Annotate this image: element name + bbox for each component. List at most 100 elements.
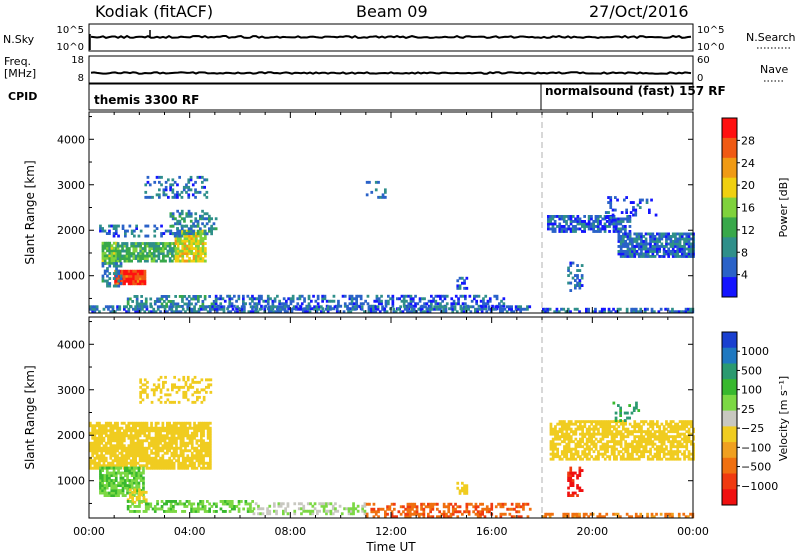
data-cell	[246, 502, 250, 506]
data-cell	[433, 502, 437, 506]
data-cell	[198, 380, 201, 384]
data-cell	[680, 310, 683, 314]
data-cell	[172, 456, 176, 460]
data-cell	[613, 445, 616, 449]
data-cell	[180, 209, 184, 213]
data-cell	[503, 307, 507, 311]
data-cell	[132, 269, 135, 273]
data-cell	[465, 486, 469, 490]
data-cell	[579, 422, 582, 426]
data-cell	[590, 227, 593, 231]
data-cell	[495, 294, 499, 298]
data-cell	[475, 299, 478, 303]
data-cell	[197, 421, 201, 425]
data-cell	[206, 426, 210, 430]
data-cell	[671, 232, 675, 236]
data-cell	[617, 430, 621, 434]
data-cell	[343, 302, 347, 306]
data-cell	[181, 459, 185, 463]
data-cell	[137, 244, 140, 248]
data-cell	[631, 457, 634, 461]
data-cell	[582, 512, 586, 516]
data-cell	[422, 507, 426, 511]
data-cell	[175, 459, 178, 463]
data-cell	[133, 229, 136, 233]
data-cell	[160, 232, 163, 235]
data-cell	[607, 216, 610, 219]
data-cell	[508, 512, 512, 516]
data-cell	[634, 310, 638, 314]
data-cell	[456, 279, 460, 283]
data-cell	[116, 429, 119, 433]
data-cell	[603, 445, 607, 449]
data-cell	[515, 505, 518, 509]
data-cell	[108, 481, 111, 485]
data-cell	[569, 222, 573, 226]
data-cell	[98, 464, 101, 468]
data-cell	[463, 486, 466, 490]
data-cell	[631, 247, 634, 251]
data-cell	[179, 421, 183, 425]
data-cell	[176, 237, 180, 240]
data-cell	[135, 498, 139, 502]
colorbar-swatch	[722, 379, 737, 396]
data-cell	[674, 452, 677, 456]
data-cell	[155, 227, 159, 230]
data-cell	[142, 500, 146, 503]
data-cell	[203, 507, 207, 511]
data-cell	[666, 307, 670, 311]
data-cell	[197, 424, 201, 428]
data-cell	[678, 237, 682, 241]
data-cell	[195, 431, 199, 435]
data-cell	[669, 455, 673, 459]
data-cell	[356, 509, 360, 513]
data-cell	[275, 509, 278, 513]
data-cell	[445, 505, 448, 509]
data-cell	[433, 305, 436, 309]
data-cell	[576, 281, 579, 285]
data-cell	[108, 479, 111, 482]
data-cell	[156, 305, 160, 309]
data-cell	[608, 432, 612, 436]
data-cell	[107, 449, 110, 453]
data-cell	[613, 427, 616, 431]
data-cell	[156, 426, 160, 430]
data-cell	[313, 307, 316, 311]
data-cell	[594, 422, 598, 426]
data-cell	[128, 469, 132, 472]
data-cell	[610, 432, 614, 436]
data-cell	[134, 272, 138, 276]
data-cell	[682, 512, 686, 516]
data-cell	[164, 242, 167, 245]
data-cell	[683, 455, 686, 459]
data-cell	[179, 310, 183, 314]
data-cell	[142, 489, 145, 492]
data-cell	[209, 421, 212, 425]
data-cell	[363, 509, 367, 513]
data-cell	[132, 449, 135, 453]
data-cell	[649, 452, 652, 456]
data-cell	[476, 310, 479, 314]
data-cell	[685, 447, 689, 451]
data-cell	[101, 246, 105, 250]
data-cell	[111, 431, 115, 435]
data-cell	[181, 307, 185, 311]
data-cell	[143, 378, 147, 382]
data-cell	[214, 302, 218, 306]
data-cell	[143, 244, 147, 248]
data-cell	[579, 420, 582, 424]
data-cell	[102, 461, 106, 465]
data-cell	[680, 255, 684, 258]
data-cell	[179, 466, 183, 470]
data-cell	[270, 307, 273, 311]
data-cell	[645, 201, 649, 204]
data-cell	[576, 484, 579, 487]
data-cell	[601, 435, 605, 439]
data-cell	[114, 484, 118, 487]
data-cell	[551, 445, 555, 449]
data-cell	[137, 259, 140, 263]
data-cell	[145, 307, 149, 311]
data-cell	[617, 252, 621, 256]
data-cell	[272, 310, 276, 314]
data-cell	[609, 206, 613, 209]
